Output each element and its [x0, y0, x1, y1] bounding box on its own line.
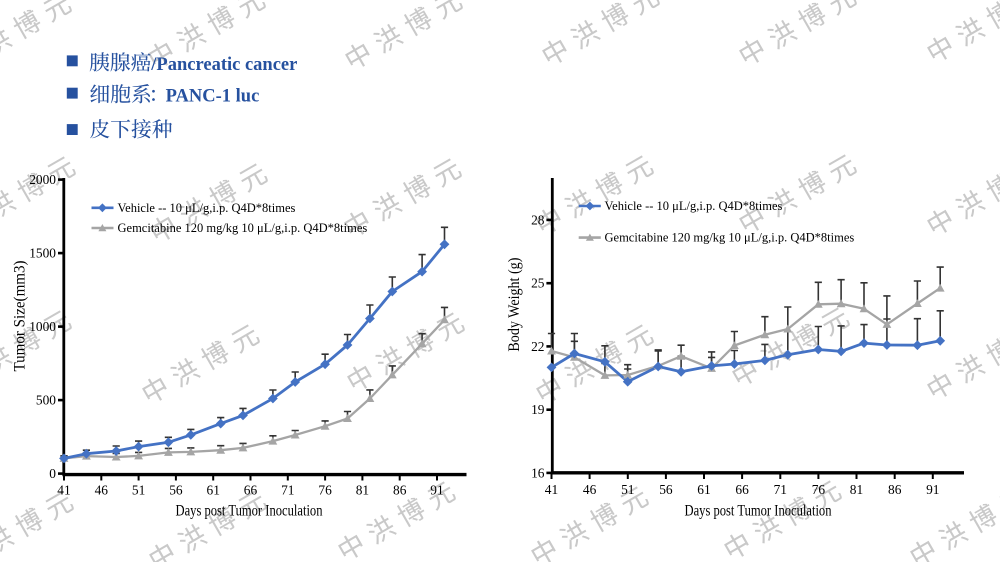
- svg-text:Gemcitabine 120 mg/kg 10 μL/g,: Gemcitabine 120 mg/kg 10 μL/g,i.p. Q4D*8…: [118, 221, 368, 235]
- svg-text:51: 51: [621, 482, 634, 497]
- svg-text:66: 66: [735, 482, 749, 497]
- svg-text:86: 86: [393, 483, 407, 498]
- svg-text:91: 91: [926, 482, 939, 497]
- svg-text:25: 25: [531, 276, 545, 291]
- svg-text:41: 41: [545, 482, 558, 497]
- svg-text:81: 81: [356, 483, 369, 498]
- svg-text:Gemcitabine 120 mg/kg 10 μL/g,: Gemcitabine 120 mg/kg 10 μL/g,i.p. Q4D*8…: [605, 231, 855, 245]
- svg-text:Body Weight (g): Body Weight (g): [505, 258, 523, 352]
- svg-text:41: 41: [57, 483, 70, 498]
- svg-text:Days post Tumor Inoculation: Days post Tumor Inoculation: [685, 500, 832, 519]
- svg-text:Vehicle -- 10 μL/g,i.p. Q4D*8t: Vehicle -- 10 μL/g,i.p. Q4D*8times: [605, 199, 783, 213]
- svg-text:46: 46: [583, 482, 597, 497]
- svg-text:1500: 1500: [29, 246, 56, 261]
- svg-text:1000: 1000: [29, 319, 56, 334]
- svg-text:61: 61: [207, 483, 220, 498]
- svg-text:/Pancreatic cancer: /Pancreatic cancer: [150, 55, 297, 75]
- svg-text:0: 0: [49, 466, 56, 481]
- svg-text:Vehicle -- 10 μL/g,i.p. Q4D*8t: Vehicle -- 10 μL/g,i.p. Q4D*8times: [118, 201, 296, 215]
- svg-text:71: 71: [774, 482, 787, 497]
- svg-text:56: 56: [169, 483, 183, 498]
- svg-text:76: 76: [812, 482, 826, 497]
- svg-text:500: 500: [36, 393, 56, 408]
- svg-text:71: 71: [281, 483, 294, 498]
- svg-text:2000: 2000: [29, 172, 56, 187]
- svg-text:Days post Tumor Inoculation: Days post Tumor Inoculation: [176, 500, 323, 519]
- svg-text:86: 86: [888, 482, 902, 497]
- svg-text:56: 56: [659, 482, 673, 497]
- svg-text:91: 91: [430, 483, 443, 498]
- svg-text:19: 19: [531, 402, 545, 417]
- svg-text:66: 66: [244, 483, 258, 498]
- svg-text:16: 16: [531, 465, 545, 480]
- svg-text:Tumor Size(mm3): Tumor Size(mm3): [11, 261, 29, 372]
- svg-text:22: 22: [531, 339, 544, 354]
- svg-text:81: 81: [850, 482, 863, 497]
- svg-text:76: 76: [318, 483, 332, 498]
- svg-text:46: 46: [95, 483, 109, 498]
- svg-text:61: 61: [697, 482, 710, 497]
- svg-text:51: 51: [132, 483, 145, 498]
- svg-text:28: 28: [531, 212, 545, 227]
- svg-text:PANC-1 luc: PANC-1 luc: [166, 87, 260, 107]
